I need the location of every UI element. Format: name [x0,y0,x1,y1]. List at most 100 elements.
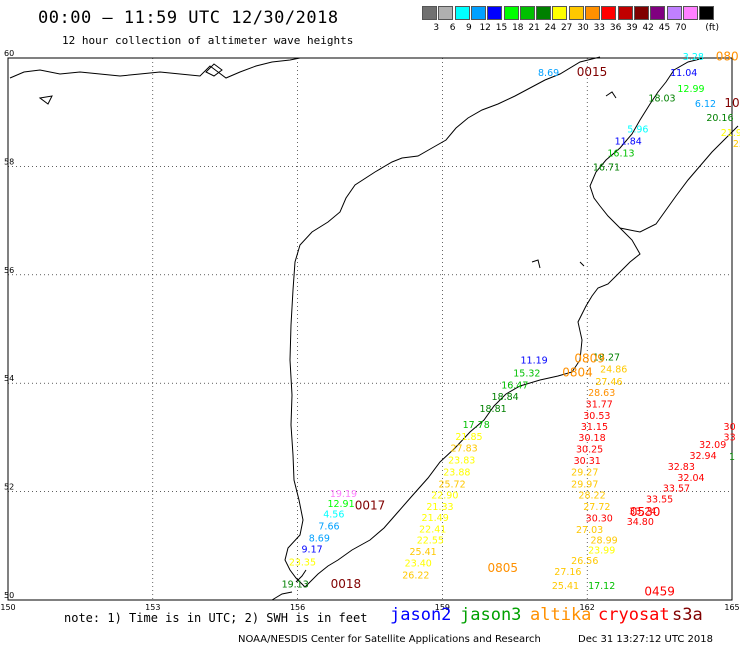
swh-reading: 21.85 [455,432,482,443]
swh-reading: 3.28 [683,52,704,63]
legend-swatch [699,6,715,20]
swh-reading: 31.77 [586,400,613,411]
legend-label: 42 [642,23,654,33]
credit-line: NOAA/NESDIS Center for Satellite Applica… [238,634,541,645]
lon-tick-label: 150 [0,603,15,612]
legend-swatch [552,6,568,20]
swh-reading: 30.30 [586,513,613,524]
swh-reading: 17.78 [463,420,490,431]
swh-reading: 30.53 [583,411,610,422]
swh-reading: 12.99 [677,84,704,95]
swh-reading: 33.57 [663,484,690,495]
swh-reading: 26.22 [402,570,429,581]
coastline-kamchatka-west [284,56,601,588]
swh-reading: 12.91 [327,499,354,510]
swh-reading: 11.84 [615,137,642,148]
lon-tick-label: 162 [580,603,595,612]
swh-reading: 25.41 [552,581,579,592]
swh-reading: 29.97 [571,479,598,490]
swh-reading: 23.35 [289,557,316,568]
swh-reading: 33.55 [646,494,673,505]
swh-reading: 28.63 [588,388,615,399]
swh-reading: 18.81 [479,404,506,415]
map-frame [7,57,733,601]
legend-swatch [438,6,454,20]
pass-time-label: 0015 [577,65,608,79]
coastline-small-islands [531,91,617,269]
swh-reading: 32.94 [689,451,716,462]
coastline-kuril-2 [295,569,307,583]
lat-tick-label: 54 [4,374,14,383]
coastline-kuril-1 [271,591,293,601]
legend-swatch [666,6,682,20]
legend-label: 12 [479,23,491,33]
legend-swatch [470,6,486,20]
satellite-jason2: jason2 [390,605,452,625]
swh-reading: 31.15 [581,422,608,433]
legend-swatch [617,6,633,20]
swh-reading: 18.27 [593,352,620,363]
pass-time-label: 0018 [331,577,362,591]
swh-reading: 32.09 [699,440,726,451]
pass-time-label: 080 [716,50,739,64]
swh-reading: 23.88 [443,467,470,478]
swh-reading: 27.16 [554,567,581,578]
lon-tick-label: 159 [435,603,450,612]
swh-reading: 16.47 [501,381,528,392]
swh-reading: 7.66 [318,522,339,533]
legend-swatch [682,6,698,20]
legend-label: 70 [675,23,687,33]
swh-reading: 5.96 [627,124,648,135]
legend-swatch [650,6,666,20]
swh-reading: 11.04 [670,68,697,79]
swh-reading: 8.69 [309,533,330,544]
legend-swatch [487,6,503,20]
lat-tick-label: 60 [4,49,14,58]
swh-reading: 1 [729,452,735,463]
swh-reading: 22.41 [419,524,446,535]
swh-reading: 30.18 [578,433,605,444]
legend-label: 15 [495,23,508,33]
footnote: note: 1) Time is in UTC; 2) SWH is in fe… [64,611,368,625]
map-subtitle: 12 hour collection of altimeter wave hei… [62,34,354,47]
legend-swatch [633,6,649,20]
swh-reading: 33 [724,433,736,444]
swh-reading: 28.22 [578,491,605,502]
lon-tick-label: 153 [145,603,160,612]
pass-time-label: 0459 [644,585,675,599]
legend-label: 9 [466,23,472,33]
legend-swatch [519,6,535,20]
swh-reading: 18.03 [648,93,675,104]
coastline-island-2 [38,95,53,105]
coastline-kamchatka-east [304,57,705,588]
swh-reading: 15.32 [513,369,540,380]
swh-reading: 33.24 [629,506,656,517]
legend-swatch [503,6,519,20]
lat-tick-label: 58 [4,157,14,166]
pass-time-label: 0530 [630,505,661,519]
swh-reading: 26.56 [571,556,598,567]
legend-swatch [568,6,584,20]
pass-time-label: 10 [724,96,739,110]
legend-label: 33 [593,23,606,33]
swh-reading: 21.49 [422,513,449,524]
legend-unit: (ft) [705,23,719,33]
swh-reading: 34.80 [627,517,654,528]
swh-reading: 27.83 [451,443,478,454]
swh-reading: 19.19 [330,489,357,500]
legend-swatch [536,6,552,20]
map-title: 00:00 – 11:59 UTC 12/30/2018 [38,8,339,28]
swh-reading: 22.55 [417,536,444,547]
coastline [9,56,739,601]
swh-reading: 16.13 [607,149,634,160]
legend-label: 27 [560,23,573,33]
swh-reading: 25.60 [733,139,740,150]
swh-reading: 25.41 [409,547,436,558]
swh-reading: 17.12 [588,581,615,592]
swh-reading: 27.72 [583,502,610,513]
swh-reading: 6.12 [695,99,716,110]
graticule [7,57,733,601]
lat-tick-label: 52 [4,483,14,492]
swh-reading: 11.19 [521,356,548,367]
